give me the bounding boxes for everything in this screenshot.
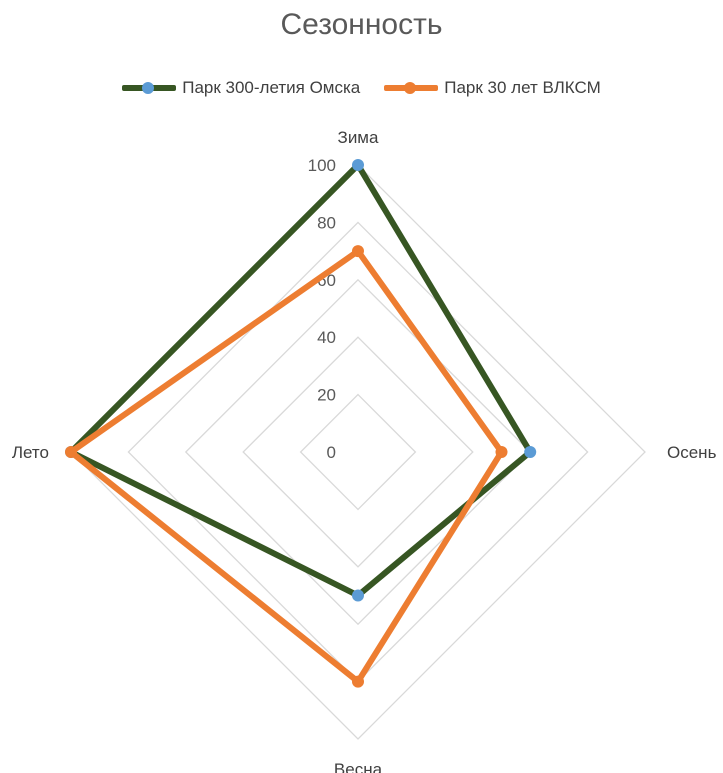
- category-label-3: Лето: [12, 443, 49, 462]
- legend-swatch-series-2: [384, 82, 439, 94]
- series-1-point-2: [352, 589, 364, 602]
- legend-swatch-series-1: [122, 82, 177, 94]
- category-label-2: Весна: [334, 760, 383, 773]
- grid-ring-40: [242, 336, 474, 568]
- series-2-point-2: [352, 675, 364, 688]
- legend-label-series-2: Парк 30 лет ВЛКСМ: [444, 78, 601, 97]
- series-1-point-0: [352, 159, 364, 171]
- tick-label-40: 40: [317, 328, 336, 347]
- grid-ring-20: [299, 393, 417, 511]
- legend: Парк 300-летия Омска Парк 30 лет ВЛКСМ: [0, 78, 723, 98]
- category-label-1: Осень: [667, 443, 717, 462]
- category-labels: Зима Осень Весна Лето: [12, 128, 717, 773]
- category-label-0: Зима: [338, 128, 379, 147]
- series-2-point-3: [65, 446, 77, 458]
- grid-ring-80: [127, 221, 589, 683]
- legend-item-series-1: Парк 300-летия Омска: [122, 78, 360, 98]
- tick-label-20: 20: [317, 386, 336, 405]
- series-2-point-1: [495, 446, 508, 458]
- series-2-point-0: [352, 245, 364, 258]
- tick-label-100: 100: [308, 156, 336, 175]
- series-layer: [65, 159, 537, 688]
- tick-label-80: 80: [317, 213, 336, 232]
- series-line-1: [68, 162, 534, 599]
- legend-item-series-2: Парк 30 лет ВЛКСМ: [384, 78, 601, 98]
- tick-label-0: 0: [327, 443, 336, 462]
- series-line-2: [68, 248, 505, 685]
- grid-ring-60: [184, 278, 532, 626]
- series-1-point-1: [524, 446, 537, 458]
- legend-label-series-1: Парк 300-летия Омска: [182, 78, 361, 97]
- chart-title: Сезонность: [280, 8, 443, 41]
